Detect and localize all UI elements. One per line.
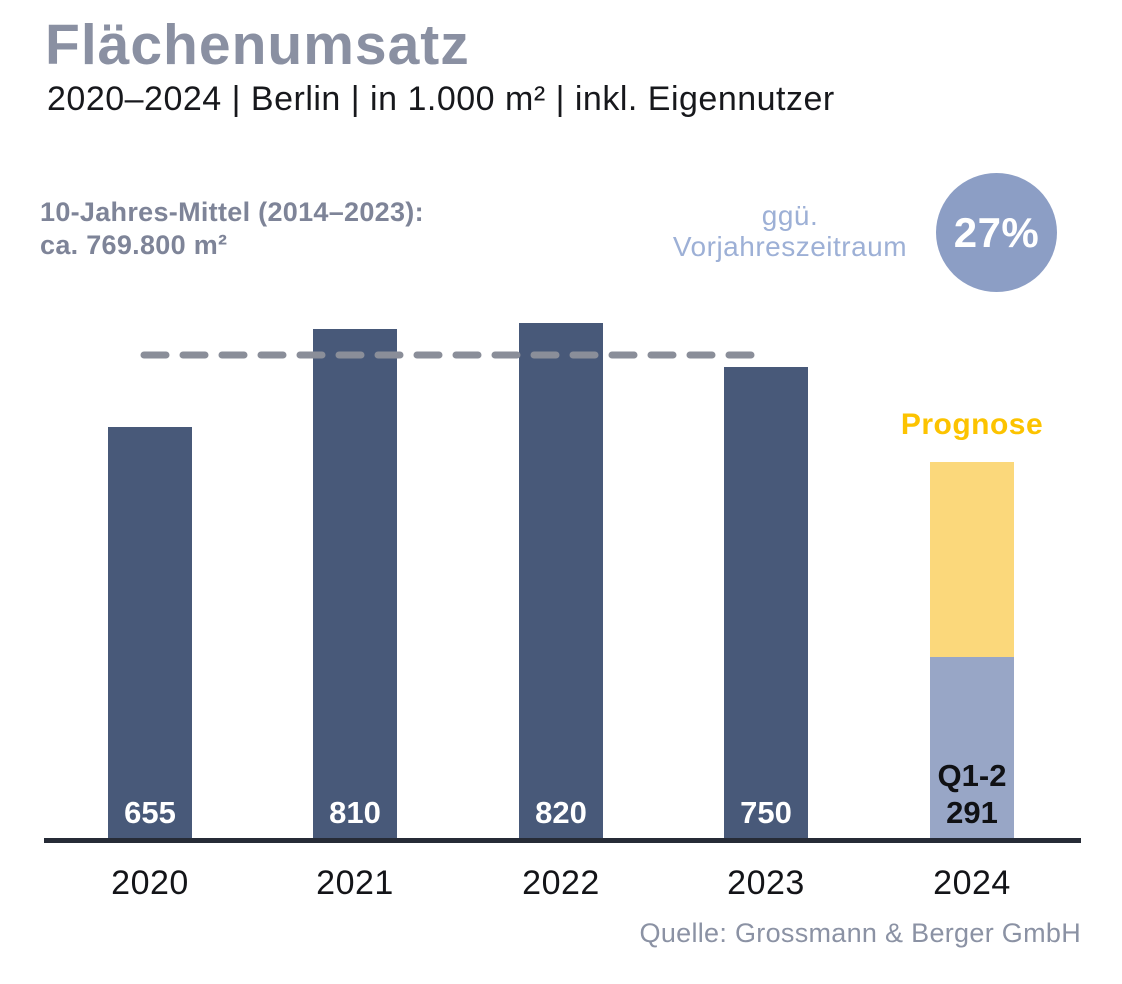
x-axis-label-2022: 2022: [522, 864, 600, 902]
yoy-badge-value: 27%: [953, 208, 1040, 256]
yoy-note: ggü. Vorjahreszeitraum: [630, 200, 950, 262]
bar-2022-actual: 820: [519, 323, 603, 841]
bar-2023-actual: 750: [724, 367, 808, 841]
x-axis-label-2021: 2021: [316, 864, 394, 902]
yoy-badge: 27%: [936, 173, 1057, 292]
bar-value-label-2021: 810: [313, 794, 397, 831]
page-subtitle: 2020–2024 | Berlin | in 1.000 m² | inkl.…: [47, 80, 835, 118]
bar-value-label-2023: 750: [724, 794, 808, 831]
bar-value-line: Q1-2: [937, 758, 1007, 793]
forecast-label: Prognose: [900, 408, 1044, 441]
bar-2024-forecast: [930, 462, 1014, 657]
page-title: Flächenumsatz: [45, 13, 470, 77]
bar-value-line: 291: [946, 795, 998, 830]
bar-value-line: 750: [740, 795, 792, 830]
bar-value-label-2022: 820: [519, 794, 603, 831]
x-axis-label-2024: 2024: [933, 864, 1011, 902]
bar-value-line: 655: [124, 795, 176, 830]
bar-2020-actual: 655: [108, 427, 192, 841]
bar-value-line: 810: [329, 795, 381, 830]
bar-value-label-2020: 655: [108, 794, 192, 831]
average-note-line2: ca. 769.800 m²: [40, 230, 228, 260]
yoy-note-line1: ggü.: [761, 200, 819, 231]
yoy-note-line2: Vorjahreszeitraum: [672, 231, 908, 262]
bar-2024-current: Q1-2 291: [930, 657, 1014, 841]
bar-2021-actual: 810: [313, 329, 397, 841]
bar-value-line: 820: [535, 795, 587, 830]
average-note: 10-Jahres-Mittel (2014–2023): ca. 769.80…: [40, 196, 424, 262]
x-axis-label-2023: 2023: [727, 864, 805, 902]
bar-value-label-2024: Q1-2 291: [930, 757, 1014, 831]
source-credit: Quelle: Grossmann & Berger GmbH: [639, 918, 1081, 948]
x-axis-label-2020: 2020: [111, 864, 189, 902]
average-note-line1: 10-Jahres-Mittel (2014–2023):: [40, 197, 424, 227]
x-axis-line: [44, 838, 1081, 843]
